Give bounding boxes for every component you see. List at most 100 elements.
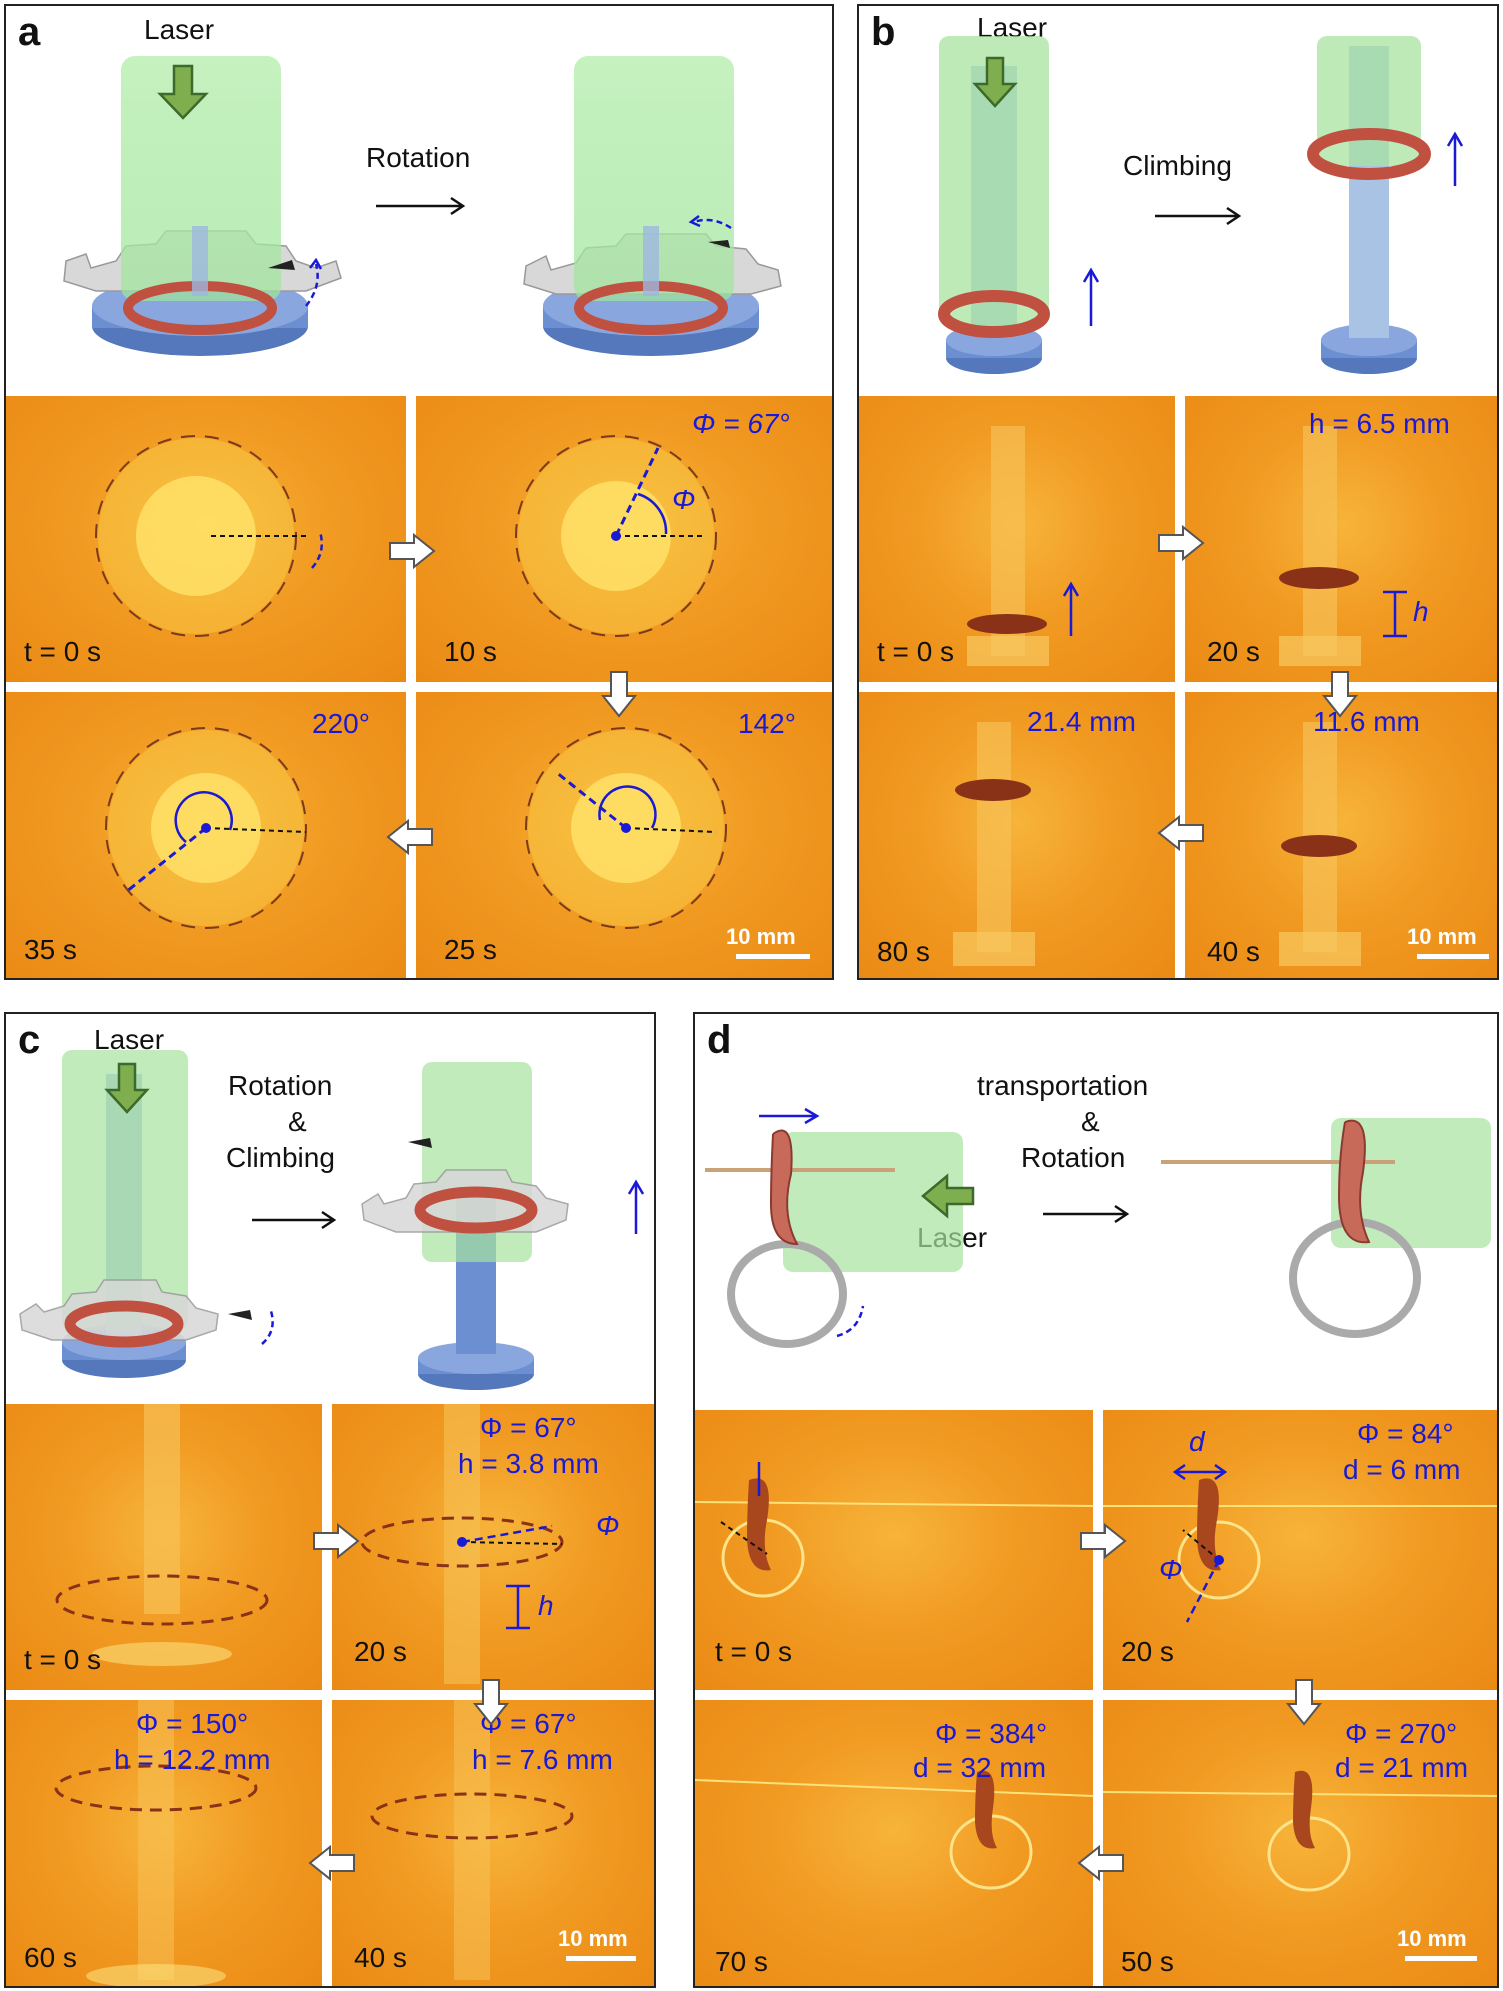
panel-d: d transportation & Rotation Laser [693, 1012, 1499, 1988]
panel-label: a [18, 10, 41, 54]
time-label: t = 0 s [715, 1636, 793, 1667]
phi-annotation: Φ = 67° [692, 408, 790, 439]
photo-60s: Φ = 150° h = 12.2 mm 60 s [6, 1700, 322, 1986]
d-annotation: d = 6 mm [1343, 1454, 1461, 1485]
laser-label: Laser [94, 1024, 165, 1055]
time-label: t = 0 s [24, 1644, 102, 1675]
time-label: 10 s [444, 636, 497, 667]
up-arrow-icon [627, 1179, 645, 1234]
action-label-line3: Climbing [226, 1142, 335, 1173]
photo-35s: 220° 35 s [6, 692, 406, 978]
schematic-illustration [938, 36, 1464, 374]
panel-a: a Laser Rotation [4, 4, 834, 980]
h-symbol: h [1413, 596, 1429, 627]
process-arrow-icon [252, 1210, 337, 1230]
flow-right-arrow-icon [1158, 524, 1205, 562]
rotation-dashed-arrow-icon [305, 263, 319, 307]
action-label-line3: Rotation [1021, 1142, 1126, 1173]
photo-t0: t = 0 s [859, 396, 1175, 682]
gear-rod-right [361, 1062, 569, 1390]
up-arrow-icon [1082, 267, 1100, 326]
gear-rod-left [19, 1050, 252, 1378]
panel-label: c [18, 1018, 41, 1062]
scale-bar [736, 954, 810, 959]
photo-40s: 11.6 mm 40 s 10 mm [1185, 692, 1497, 978]
time-label: 20 s [354, 1636, 407, 1667]
flow-right-arrow-icon [389, 532, 436, 570]
flow-right-arrow-icon [1080, 1522, 1127, 1560]
time-label: t = 0 s [24, 636, 102, 667]
photo-80s: 21.4 mm 80 s [859, 692, 1175, 978]
up-arrow-icon [1446, 131, 1464, 186]
action-label-line1: transportation [977, 1070, 1149, 1101]
phi-annotation: Φ = 270° [1345, 1718, 1458, 1749]
phi-annotation: Φ = 150° [136, 1708, 249, 1739]
scale-bar-label: 10 mm [1397, 1926, 1467, 1951]
time-label: 20 s [1121, 1636, 1174, 1667]
time-label: 20 s [1207, 636, 1260, 667]
angle-annotation: 220° [312, 708, 370, 739]
phi-annotation: Φ = 84° [1357, 1418, 1454, 1449]
schematic-illustration [705, 1107, 1491, 1348]
d-symbol: d [1189, 1426, 1205, 1457]
flow-down-arrow-icon [1321, 671, 1359, 718]
rod-ring-right [1161, 1118, 1491, 1338]
right-arrow-icon [759, 1107, 820, 1125]
flow-down-arrow-icon [472, 1679, 510, 1726]
photo-10s: Φ = 67° Φ 10 s [416, 396, 832, 682]
phi-annotation: Φ = 384° [935, 1718, 1048, 1749]
time-label: 50 s [1121, 1946, 1174, 1977]
panel-label: b [871, 10, 896, 54]
process-arrow-icon [1043, 1204, 1130, 1224]
scale-bar [566, 1956, 636, 1961]
scale-bar-label: 10 mm [558, 1926, 628, 1951]
screw-left [938, 36, 1050, 374]
photo-20s: Φ = 67° h = 3.8 mm Φ h 20 s [332, 1404, 654, 1690]
photo-t0: t = 0 s [695, 1410, 1093, 1690]
schematic-illustration [63, 56, 782, 356]
time-label: 70 s [715, 1946, 768, 1977]
laser-down-arrow-icon [157, 64, 209, 120]
photo-20s: h = 6.5 mm h 20 s [1185, 396, 1497, 682]
time-label: 80 s [877, 936, 930, 967]
time-label: t = 0 s [877, 636, 955, 667]
scale-bar [1405, 1956, 1477, 1961]
photo-70s: Φ = 384° d = 32 mm 70 s [695, 1700, 1093, 1986]
phi-symbol: Φ [672, 484, 696, 515]
flow-left-arrow-icon [308, 1844, 355, 1882]
laser-left-arrow-icon [921, 1173, 975, 1219]
gear-rotor-right [523, 56, 782, 356]
laser-down-arrow-icon [104, 1062, 150, 1114]
height-annotation: 11.6 mm [1313, 706, 1420, 737]
laser-label: Laser [144, 14, 215, 45]
rotation-dashed-arrow-icon [836, 1305, 865, 1338]
flow-left-arrow-icon [1077, 1844, 1124, 1882]
height-annotation: 21.4 mm [1027, 706, 1136, 737]
laser-down-arrow-icon [972, 56, 1018, 108]
panel-label: d [707, 1018, 732, 1062]
scale-bar-label: 10 mm [726, 924, 796, 949]
action-label-line2: & [288, 1106, 307, 1137]
panel-b: b Laser Climbing [857, 4, 1499, 980]
process-arrow-icon [376, 196, 466, 216]
time-label: 60 s [24, 1942, 77, 1973]
flow-left-arrow-icon [1157, 814, 1204, 852]
schematic-illustration [19, 1050, 645, 1390]
time-label: 35 s [24, 934, 77, 965]
screw-right [1307, 36, 1431, 374]
flow-down-arrow-icon [1285, 1679, 1323, 1726]
photo-50s: Φ = 270° d = 21 mm 50 s 10 mm [1103, 1700, 1497, 1986]
time-label: 40 s [354, 1942, 407, 1973]
panel-c: c Laser Rotation & Climbing [4, 1012, 656, 1988]
scale-bar [1417, 954, 1489, 959]
photo-20s: d Φ Φ = 84° d = 6 mm 20 s [1103, 1410, 1497, 1690]
scale-bar-label: 10 mm [1407, 924, 1477, 949]
flow-down-arrow-icon [600, 671, 638, 718]
time-label: 25 s [444, 934, 497, 965]
photo-40s: Φ = 67° h = 7.6 mm 40 s 10 mm [332, 1700, 654, 1986]
height-annotation: h = 12.2 mm [114, 1744, 271, 1775]
photo-t0: t = 0 s [6, 396, 406, 682]
height-annotation: h = 6.5 mm [1309, 408, 1450, 439]
rotation-dashed-arrow-icon [692, 218, 732, 230]
phi-symbol: Φ [1159, 1554, 1183, 1585]
